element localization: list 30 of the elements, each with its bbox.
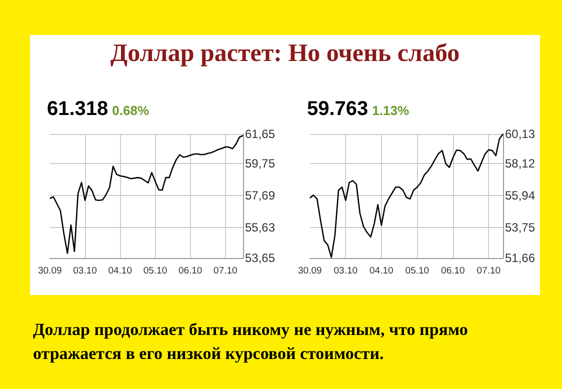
y-tick-label: 59,75 — [245, 156, 276, 170]
y-tick-label: 55,63 — [245, 220, 276, 234]
text: Доллар растет: Но очень слабо — [109, 40, 461, 68]
x-tick-label: 05.10 — [143, 266, 168, 276]
x-tick-label: 04.10 — [370, 266, 394, 276]
y-tick-label: 53,75 — [505, 220, 536, 234]
x-tick-label: 30.09 — [298, 266, 322, 276]
line-series — [309, 133, 504, 258]
x-tick-label: 03.10 — [334, 266, 358, 276]
x-tick-label: 03.10 — [73, 266, 97, 276]
x-tick-label: 04.10 — [108, 266, 132, 276]
x-tick-label: 07.10 — [476, 266, 501, 276]
x-tick-label: 30.09 — [38, 266, 62, 276]
y-tick-label: 53,65 — [245, 251, 276, 265]
y-tick-label: 58,12 — [505, 156, 536, 170]
y-tick-label: 57,69 — [245, 188, 276, 202]
x-tick-label: 06.10 — [178, 266, 202, 276]
chart-subtitle: 0.68% — [112, 103, 150, 118]
chart-title: 61.318 — [47, 98, 108, 120]
x-tick-label: 06.10 — [441, 266, 465, 276]
line-series — [49, 134, 244, 254]
y-tick-label: 60,13 — [505, 127, 536, 141]
text: Доллар продолжает быть никому не нужным, что прямо отражается в его низкой курсовой стоимости. — [33, 319, 469, 365]
chart-title: 59.763 — [307, 98, 368, 120]
y-tick-label: 61,65 — [245, 127, 276, 141]
x-tick-label: 05.10 — [405, 266, 430, 276]
y-tick-label: 51,66 — [505, 251, 536, 265]
y-tick-label: 55,94 — [505, 188, 536, 202]
x-tick-label: 07.10 — [214, 266, 238, 276]
chart-subtitle: 1.13% — [372, 103, 410, 118]
